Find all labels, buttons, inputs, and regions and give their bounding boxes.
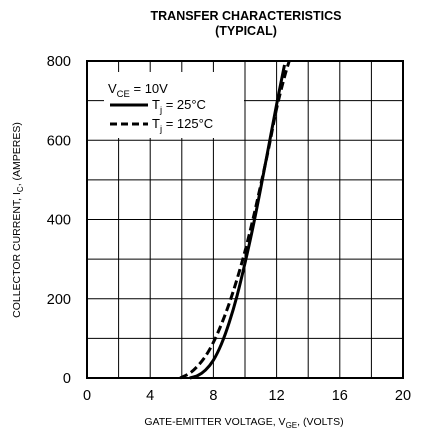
- x-tick-labels: 0 4 8 12 16 20: [83, 388, 411, 404]
- x-tick-label: 20: [395, 388, 411, 404]
- legend-header-tail: = 10V: [130, 81, 168, 96]
- y-axis-label: COLLECTOR CURRENT, IC, (AMPERES): [11, 122, 25, 318]
- chart-subtitle: (TYPICAL): [215, 24, 277, 38]
- y-tick-labels: 0 200 400 600 800: [47, 54, 71, 387]
- x-axis-label-sub: GE: [286, 421, 298, 430]
- legend-header-main: V: [108, 81, 117, 96]
- legend-label-25c-tail: = 25°C: [162, 97, 206, 112]
- x-axis-label-main: GATE-EMITTER VOLTAGE, V: [144, 416, 285, 428]
- y-tick-label: 400: [47, 213, 71, 229]
- y-tick-label: 600: [47, 133, 71, 149]
- x-tick-label: 8: [209, 388, 217, 404]
- y-tick-label: 0: [63, 371, 71, 387]
- legend-label-25c-sub: j: [159, 105, 162, 116]
- legend-label-125c-tail: = 125°C: [162, 116, 213, 131]
- legend-label-25c-main: T: [152, 97, 160, 112]
- x-tick-label: 0: [83, 388, 91, 404]
- legend-label-125c: Tj = 125°C: [152, 116, 213, 135]
- y-tick-label: 200: [47, 292, 71, 308]
- gridlines: [87, 61, 403, 378]
- x-tick-label: 4: [146, 388, 154, 404]
- x-tick-label: 16: [332, 388, 348, 404]
- y-tick-label: 800: [47, 54, 71, 70]
- x-tick-label: 12: [269, 388, 285, 404]
- x-axis-label-tail: , (VOLTS): [297, 416, 343, 428]
- y-axis-label-tail: , (AMPERES): [11, 122, 23, 186]
- y-axis-label-main: COLLECTOR CURRENT, I: [11, 192, 23, 318]
- legend-label-125c-sub: j: [159, 124, 162, 135]
- legend-header-sub: CE: [117, 89, 130, 100]
- data-curves: [179, 60, 291, 380]
- chart-title: TRANSFER CHARACTERISTICS: [151, 9, 342, 23]
- x-axis-label: GATE-EMITTER VOLTAGE, VGE, (VOLTS): [144, 416, 343, 430]
- legend-label-125c-main: T: [152, 116, 160, 131]
- y-axis-label-sub: C: [16, 186, 25, 192]
- curve-125c: [179, 60, 291, 380]
- legend-label-25c: Tj = 25°C: [152, 97, 206, 116]
- legend-header: VCE = 10V: [108, 81, 168, 100]
- legend: VCE = 10V Tj = 25°C Tj = 125°C: [104, 72, 244, 138]
- plot-frame: [86, 60, 404, 379]
